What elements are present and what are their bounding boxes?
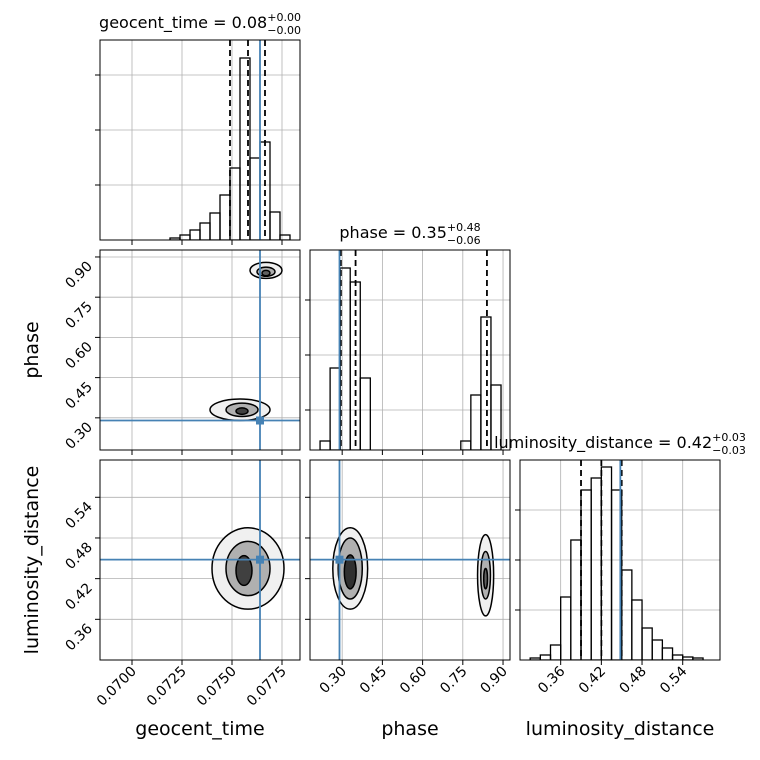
y-tick-label: 0.36: [62, 621, 95, 654]
panel-frame: [99, 249, 301, 451]
title-upper: +0.00: [267, 11, 301, 24]
panel-frame: [99, 459, 301, 661]
bar: [199, 222, 211, 240]
bar: [460, 440, 472, 450]
bar: [359, 377, 371, 450]
bar: [560, 596, 572, 660]
contour: [343, 554, 357, 590]
contour: [235, 554, 253, 587]
bar: [692, 657, 704, 660]
x-tick-label: 0.36: [535, 663, 568, 696]
x-tick-label: 0.0775: [244, 664, 290, 710]
bar: [580, 489, 592, 660]
y-tick-label: 0.54: [62, 499, 95, 532]
y-axis-label: luminosity_distance: [21, 466, 43, 655]
y-tick-label: 0.60: [62, 339, 95, 372]
plot-area: [100, 250, 300, 450]
bar: [249, 157, 261, 240]
x-tick-label: 0.45: [357, 664, 390, 697]
bar: [319, 440, 331, 450]
title-main: luminosity_distance = 0.42: [494, 433, 712, 453]
bar: [490, 384, 502, 450]
panel: 0.30 0.45 0.60 0.75 0.90 phase: [21, 249, 301, 455]
title-lower: −0.00: [267, 24, 301, 37]
x-tick-label: 0.0750: [194, 664, 240, 710]
y-tick-label: 0.75: [62, 299, 95, 332]
bar: [631, 599, 643, 660]
title-main: phase = 0.35: [339, 223, 446, 242]
panel: phase = 0.35+0.48 −0.06: [305, 221, 511, 455]
panel-frame: [519, 459, 721, 661]
plot-area: [100, 460, 300, 660]
bar: [549, 644, 562, 660]
plot-area: [100, 40, 300, 240]
bar: [179, 234, 191, 240]
x-tick-label: 0.0725: [144, 664, 190, 710]
bar: [470, 394, 482, 450]
plot-area: [310, 460, 510, 660]
x-tick-label: 0.42: [576, 664, 609, 697]
bar: [570, 539, 582, 660]
bar: [209, 212, 221, 240]
bar: [621, 569, 633, 660]
panel: 0.36 0.42 0.48 0.54 luminosity_distance = 0.…: [494, 431, 746, 740]
panel: 0.0700 0.0725 0.0750 0.0775 0.36 0.42 0.48 0.54…: [21, 459, 301, 740]
x-tick-label: 0.48: [617, 664, 650, 697]
y-tick-label: 0.90: [62, 258, 95, 291]
y-tick-label: 0.45: [62, 379, 95, 412]
title-lower: −0.06: [447, 234, 481, 247]
y-axis-label: phase: [21, 321, 43, 378]
x-tick-label: 0.90: [478, 664, 511, 697]
x-axis-label: phase: [381, 718, 438, 740]
bar: [671, 654, 684, 660]
truth-point: [256, 416, 264, 425]
panel-title: luminosity_distance = 0.42+0.03 −0.03: [494, 431, 746, 457]
bar: [480, 316, 492, 450]
contour: [235, 407, 249, 416]
title-upper: +0.03: [712, 431, 746, 444]
panel: geocent_time = 0.08+0.00 −0.00: [95, 11, 301, 245]
x-tick-label: 0.75: [437, 664, 470, 697]
x-axis-label: luminosity_distance: [526, 718, 715, 740]
x-tick-label: 0.0700: [94, 664, 140, 710]
x-tick-label: 0.54: [657, 663, 690, 696]
bar: [239, 57, 251, 240]
panel-frame: [99, 39, 301, 241]
truth-point: [256, 555, 264, 564]
plot-area: [310, 250, 510, 450]
plot-area: [520, 460, 720, 660]
x-tick-label: 0.30: [317, 664, 350, 697]
panel-title: geocent_time = 0.08+0.00 −0.00: [99, 11, 301, 37]
panel-frame: [309, 249, 511, 451]
y-tick-label: 0.30: [62, 419, 95, 452]
title-main: geocent_time = 0.08: [99, 13, 267, 33]
contour: [482, 567, 489, 590]
y-tick-label: 0.42: [62, 580, 95, 613]
bar: [651, 639, 664, 660]
x-axis-label: geocent_time: [135, 718, 264, 740]
bar: [229, 167, 241, 240]
panel-title: phase = 0.35+0.48 −0.06: [339, 221, 480, 247]
bar: [539, 654, 552, 660]
panel-frame: [309, 459, 511, 661]
title-lower: −0.03: [712, 444, 746, 457]
truth-point: [335, 555, 344, 564]
bar: [189, 229, 201, 240]
bar: [279, 234, 291, 240]
bar: [641, 627, 653, 660]
bar: [590, 477, 603, 660]
bar: [661, 647, 674, 660]
bar: [600, 466, 613, 660]
bar: [219, 194, 231, 240]
bar: [269, 211, 281, 240]
y-tick-label: 0.48: [62, 539, 95, 572]
title-upper: +0.48: [447, 221, 481, 234]
x-tick-label: 0.60: [397, 664, 430, 697]
contour: [261, 269, 271, 277]
